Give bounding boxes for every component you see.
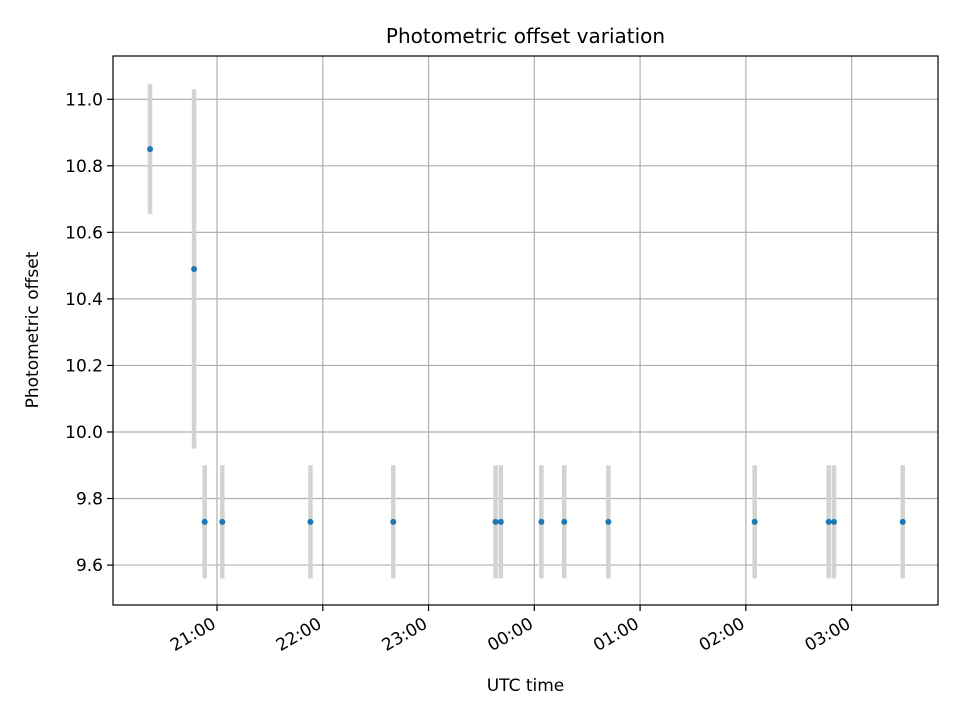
y-axis-ticks: 9.6 9.8 10.0 10.2 10.4 10.6 10.8 11.0 (65, 90, 113, 576)
y-tick-label: 10.4 (65, 290, 103, 310)
grid-lines (113, 56, 938, 605)
data-point (492, 518, 499, 525)
data-points (147, 146, 906, 525)
data-point (219, 518, 226, 525)
data-point (899, 518, 906, 525)
chart-title: Photometric offset variation (386, 24, 665, 48)
y-tick-label: 9.8 (76, 490, 103, 510)
data-point (538, 518, 545, 525)
data-point (830, 518, 837, 525)
data-point (147, 146, 154, 153)
y-tick-label: 9.6 (76, 556, 103, 576)
data-point (605, 518, 612, 525)
data-point (825, 518, 832, 525)
plot-frame (112, 55, 939, 606)
data-point (307, 518, 314, 525)
data-point (561, 518, 568, 525)
y-tick-label: 10.6 (65, 223, 103, 243)
y-tick-label: 10.2 (65, 356, 103, 376)
y-axis-label: Photometric offset (23, 251, 43, 408)
data-point (751, 518, 758, 525)
data-point (390, 518, 397, 525)
data-point (191, 265, 198, 272)
data-point (201, 518, 208, 525)
data-point (497, 518, 504, 525)
y-tick-label: 10.8 (65, 157, 103, 177)
y-tick-label: 11.0 (65, 90, 103, 110)
y-tick-label: 10.0 (65, 423, 103, 443)
x-axis-label: UTC time (487, 676, 565, 696)
